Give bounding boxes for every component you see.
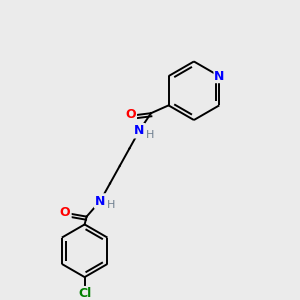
Text: O: O	[60, 206, 70, 219]
Text: H: H	[107, 200, 115, 210]
Text: Cl: Cl	[78, 287, 91, 300]
Text: N: N	[134, 124, 145, 137]
Text: N: N	[95, 194, 105, 208]
Text: O: O	[125, 108, 136, 121]
Text: H: H	[146, 130, 154, 140]
Text: N: N	[214, 70, 224, 83]
